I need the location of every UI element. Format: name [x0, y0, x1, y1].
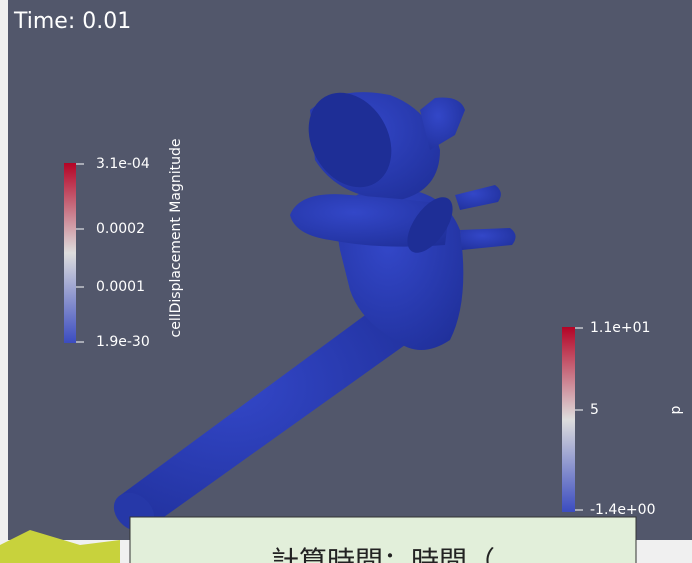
colorbar-label: 0.0001 — [96, 279, 145, 295]
colorbar-label: 1.9e-30 — [96, 334, 150, 350]
caption-text: 計算時間：時間（ — [271, 545, 495, 563]
colorbar-title: p — [668, 405, 684, 414]
screenshot: Time: 0.01 3.1e-04 0.0002 0.0001 1.9e-30… — [0, 0, 692, 563]
colorbar-label: 1.1e+01 — [590, 320, 650, 336]
colorbar-1 — [64, 163, 76, 343]
colorbar-label: 3.1e-04 — [96, 156, 150, 172]
time-label: Time: 0.01 — [13, 9, 131, 34]
colorbar-label: 5 — [590, 402, 599, 418]
colorbar-label: -1.4e+00 — [590, 502, 655, 518]
colorbar-2 — [562, 327, 575, 512]
colorbar-title: cellDisplacement Magnitude — [168, 139, 184, 338]
colorbar-label: 0.0002 — [96, 221, 145, 237]
